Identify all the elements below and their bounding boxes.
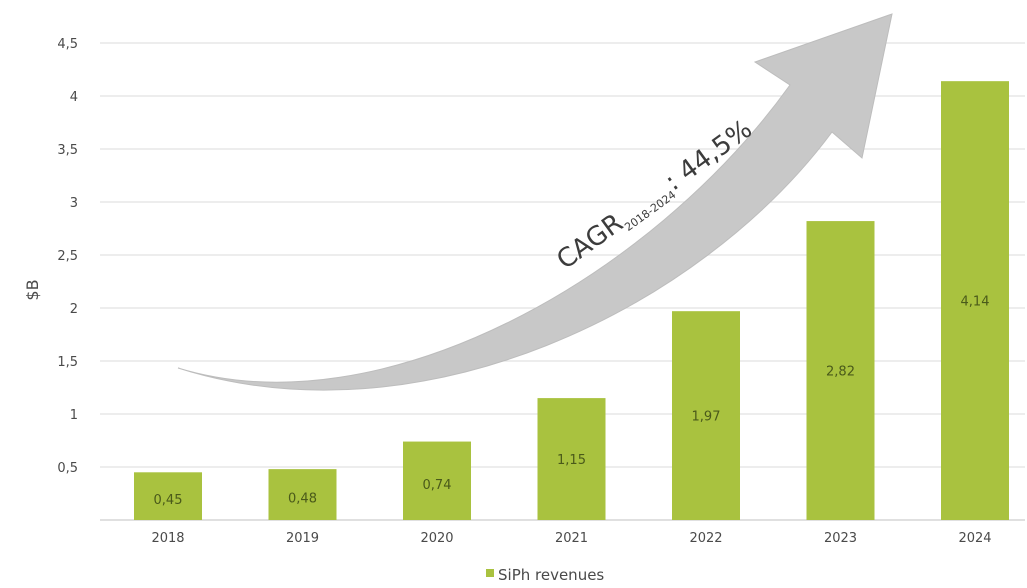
gridlines — [100, 42, 1025, 468]
data-label-2023: 2,82 — [826, 365, 855, 380]
x-tick-label-2023: 2023 — [824, 531, 857, 546]
bar-2022 — [672, 311, 740, 520]
bars — [134, 81, 1009, 520]
legend: SiPh revenues — [486, 566, 604, 584]
y-tick-label: 1,5 — [57, 355, 78, 370]
data-label-2022: 1,97 — [692, 410, 721, 425]
x-tick-label-2019: 2019 — [286, 531, 319, 546]
x-tick-label-2022: 2022 — [689, 531, 722, 546]
x-tick-labels: 2018 2019 2020 2021 2022 2023 2024 — [151, 531, 991, 546]
data-labels: 0,45 0,48 0,74 1,15 1,97 2,82 4,14 — [154, 295, 990, 509]
bar-2020 — [403, 441, 471, 520]
x-tick-label-2021: 2021 — [555, 531, 588, 546]
data-label-2024: 4,14 — [961, 295, 990, 310]
x-tick-label-2020: 2020 — [420, 531, 453, 546]
data-label-2020: 0,74 — [423, 478, 452, 493]
legend-label: SiPh revenues — [498, 566, 604, 584]
legend-swatch — [486, 569, 494, 577]
y-tick-label: 0,5 — [57, 461, 78, 476]
data-label-2018: 0,45 — [154, 493, 183, 508]
data-label-2021: 1,15 — [557, 453, 586, 468]
bar-2018 — [134, 472, 202, 520]
bar-2023 — [806, 221, 875, 520]
y-tick-label: 4,5 — [57, 37, 78, 52]
y-tick-labels: 0,5 1 1,5 2 2,5 3 3,5 4 4,5 — [57, 37, 78, 476]
y-axis-label: $B — [23, 279, 42, 300]
x-tick-label-2018: 2018 — [151, 531, 184, 546]
bar-2024 — [941, 81, 1009, 520]
y-tick-label: 2,5 — [57, 249, 78, 264]
y-tick-label: 1 — [70, 408, 78, 423]
x-tick-label-2024: 2024 — [958, 531, 991, 546]
bar-2019 — [268, 469, 337, 520]
y-tick-label: 3,5 — [57, 143, 78, 158]
y-tick-label: 2 — [70, 302, 78, 317]
bar-2021 — [537, 398, 606, 520]
cagr-arrow — [177, 13, 893, 391]
y-tick-label: 4 — [70, 90, 78, 105]
y-tick-label: 3 — [70, 196, 78, 211]
data-label-2019: 0,48 — [288, 492, 317, 507]
